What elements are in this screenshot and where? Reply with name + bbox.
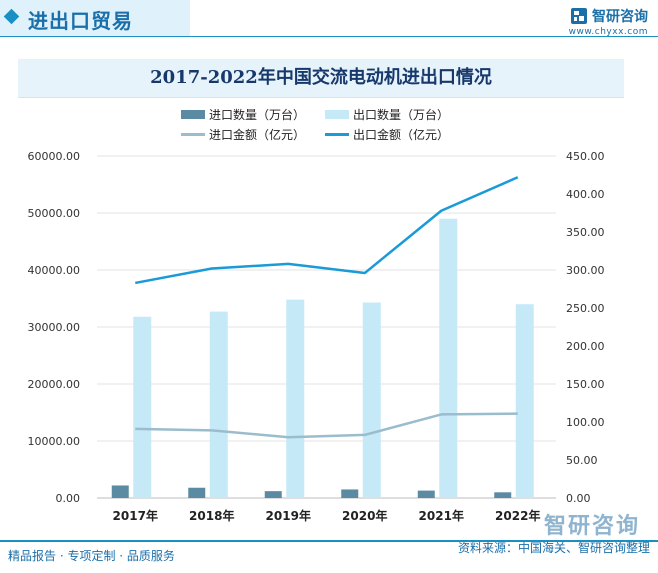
legend-label-import-qty: 进口数量（万台） [209,108,306,122]
page-header: 进出口贸易 智研咨询 www.chyxx.com [0,0,658,37]
bar-export-qty [439,218,458,498]
y-right-tick-label: 450.00 [566,150,605,163]
y-right-tick-label: 300.00 [566,264,605,277]
y-left-tick-label: 40000.00 [28,264,81,277]
chart-title-bar: 2017-2022年中国交流电动机进出口情况 [18,59,624,98]
y-right-tick-label: 250.00 [566,302,605,315]
bar-export-qty [362,302,381,498]
y-right-tick-label: 400.00 [566,188,605,201]
x-tick-label: 2018年 [189,508,234,523]
chart-legend: 进口数量（万台） 出口数量（万台） 进口金额（亿元） 出口金额（亿元） [0,103,658,143]
legend-swatch-import-amt [181,133,205,136]
legend-item-import-amt: 进口金额（亿元） [181,126,305,143]
page-title: 进出口贸易 [28,9,133,33]
bar-export-qty [209,311,228,498]
footer-source: 资料来源：中国海关、智研咨询整理 [457,541,650,555]
header-banner [0,0,190,36]
bar-import-qty [494,492,512,498]
chart-title: 2017-2022年中国交流电动机进出口情况 [150,67,492,88]
footer-divider [0,540,658,542]
x-tick-label: 2017年 [113,508,158,523]
header-divider [0,36,658,37]
y-left-tick-label: 50000.00 [28,207,81,220]
y-left-tick-label: 0.00 [56,492,81,505]
bar-import-qty [188,487,206,498]
x-tick-label: 2020年 [342,508,387,523]
legend-swatch-export-amt [325,133,349,136]
y-left-tick-label: 10000.00 [28,435,81,448]
y-right-tick-label: 200.00 [566,340,605,353]
legend-item-import-qty: 进口数量（万台） [181,106,305,123]
legend-label-export-amt: 出口金额（亿元） [353,128,450,142]
y-left-tick-label: 20000.00 [28,378,81,391]
bar-import-qty [111,485,129,498]
y-right-tick-label: 0.00 [566,492,591,505]
line-import-amt [135,412,518,439]
x-tick-label: 2022年 [495,508,540,523]
bar-import-qty [341,489,359,498]
legend-item-export-amt: 出口金额（亿元） [325,126,449,143]
legend-label-import-amt: 进口金额（亿元） [209,128,306,142]
brand-logo-icon [571,8,587,24]
bar-import-qty [264,491,282,498]
legend-swatch-export-qty [325,110,349,119]
legend-label-export-qty: 出口数量（万台） [353,108,450,122]
y-right-tick-label: 150.00 [566,378,605,391]
footer-brand: 智研咨询 [543,514,640,539]
y-right-tick-label: 100.00 [566,416,605,429]
x-tick-label: 2019年 [266,508,311,523]
brand-url: www.chyxx.com [568,27,648,37]
brand-name: 智研咨询 [592,9,648,25]
x-tick-label: 2021年 [419,508,464,523]
footer-slogan: 精品报告 · 专项定制 · 品质服务 [8,549,175,563]
bar-export-qty [515,304,534,498]
bar-export-qty [133,316,152,498]
legend-item-export-qty: 出口数量（万台） [325,106,449,123]
bar-export-qty [286,299,305,498]
y-left-tick-label: 60000.00 [28,150,81,163]
y-left-tick-label: 30000.00 [28,321,81,334]
legend-swatch-import-qty [181,110,205,119]
bar-import-qty [417,490,435,498]
line-export-amt [135,176,519,285]
y-right-tick-label: 350.00 [566,226,605,239]
y-right-tick-label: 50.00 [566,454,598,467]
brand-block: 智研咨询 www.chyxx.com [569,6,648,37]
